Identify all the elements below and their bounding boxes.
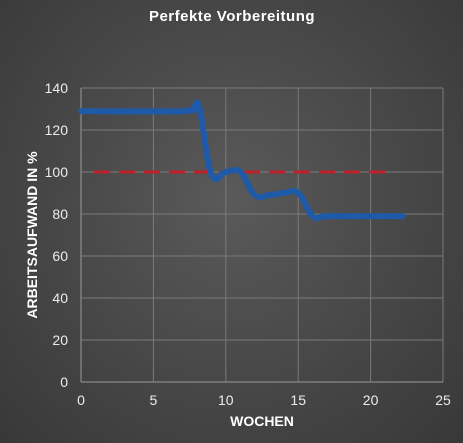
y-tick-label: 0 — [60, 374, 68, 390]
y-axis-label: ARBEITSAUFWAND IN % — [24, 151, 40, 319]
y-tick-label: 100 — [45, 164, 69, 180]
x-tick-label: 0 — [77, 392, 85, 408]
y-tick-label: 120 — [45, 122, 69, 138]
x-axis-label: WOCHEN — [230, 413, 294, 429]
x-tick-label: 15 — [290, 392, 306, 408]
tick-labels: 0 20 40 60 80 100 120 140 0 5 10 15 20 25 — [45, 80, 451, 408]
grid — [81, 87, 444, 382]
y-tick-label: 60 — [52, 248, 68, 264]
y-tick-label: 20 — [52, 332, 68, 348]
chart-title: Perfekte Vorbereitung — [149, 8, 315, 25]
x-tick-label: 20 — [363, 392, 379, 408]
x-tick-label: 10 — [218, 392, 234, 408]
y-tick-label: 80 — [52, 206, 68, 222]
x-tick-label: 5 — [150, 392, 158, 408]
x-tick-label: 25 — [435, 392, 451, 408]
axes — [80, 88, 443, 383]
workload-line-series — [78, 99, 406, 222]
y-tick-label: 40 — [52, 290, 68, 306]
series-layer — [78, 99, 406, 222]
y-tick-label: 140 — [45, 80, 69, 96]
